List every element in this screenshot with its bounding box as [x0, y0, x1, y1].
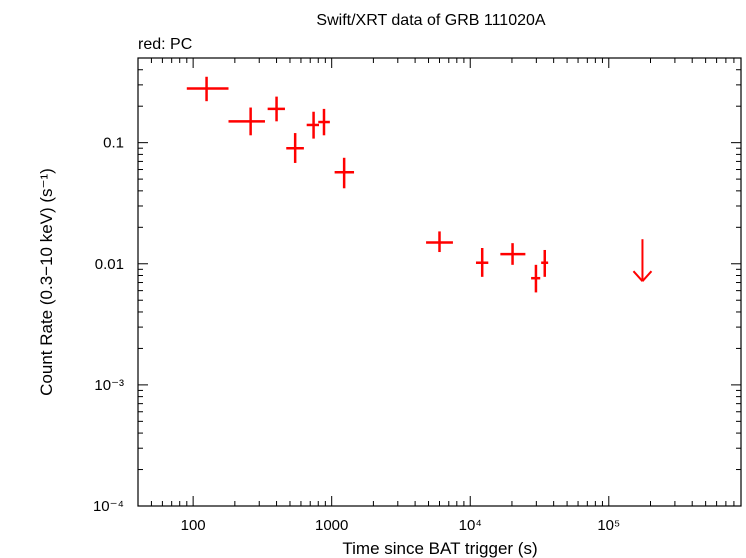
- data-points: [186, 76, 653, 293]
- x-tick-labels: 100 1000 10⁴ 10⁵: [181, 517, 621, 534]
- x-tick-label: 10⁴: [459, 517, 482, 534]
- chart-title: Swift/XRT data of GRB 111020A: [316, 12, 545, 29]
- y-axis-label: Count Rate (0.3−10 keV) (s⁻¹): [37, 168, 56, 396]
- data-point: [541, 249, 549, 277]
- x-tick-label: 10⁵: [597, 517, 620, 534]
- chart-subtitle: red: PC: [138, 36, 192, 53]
- data-point: [267, 96, 285, 122]
- x-tick-label: 100: [181, 517, 206, 534]
- upper-limit-head: [641, 270, 653, 282]
- y-tick-labels: 0.1 0.01 10⁻³ 10⁻⁴: [93, 135, 124, 515]
- y-tick-label: 0.1: [103, 135, 124, 152]
- axis-ticks: [137, 57, 742, 507]
- y-tick-label: 10⁻⁴: [93, 498, 124, 515]
- data-point: [286, 133, 304, 163]
- x-tick-label: 1000: [315, 517, 348, 534]
- y-tick-label: 0.01: [95, 256, 124, 273]
- upper-limit-arrow: [632, 239, 653, 282]
- plot-frame: [137, 57, 742, 507]
- data-point: [334, 157, 355, 189]
- data-point: [500, 243, 526, 265]
- upper-limit-head: [632, 270, 644, 282]
- data-point: [531, 264, 541, 293]
- data-point: [306, 111, 320, 139]
- data-point: [228, 107, 265, 136]
- data-point: [318, 108, 330, 136]
- y-tick-label: 10⁻³: [94, 377, 124, 394]
- x-axis-label: Time since BAT trigger (s): [342, 539, 537, 558]
- data-point: [426, 231, 453, 253]
- data-point: [475, 247, 489, 277]
- data-point: [186, 76, 229, 102]
